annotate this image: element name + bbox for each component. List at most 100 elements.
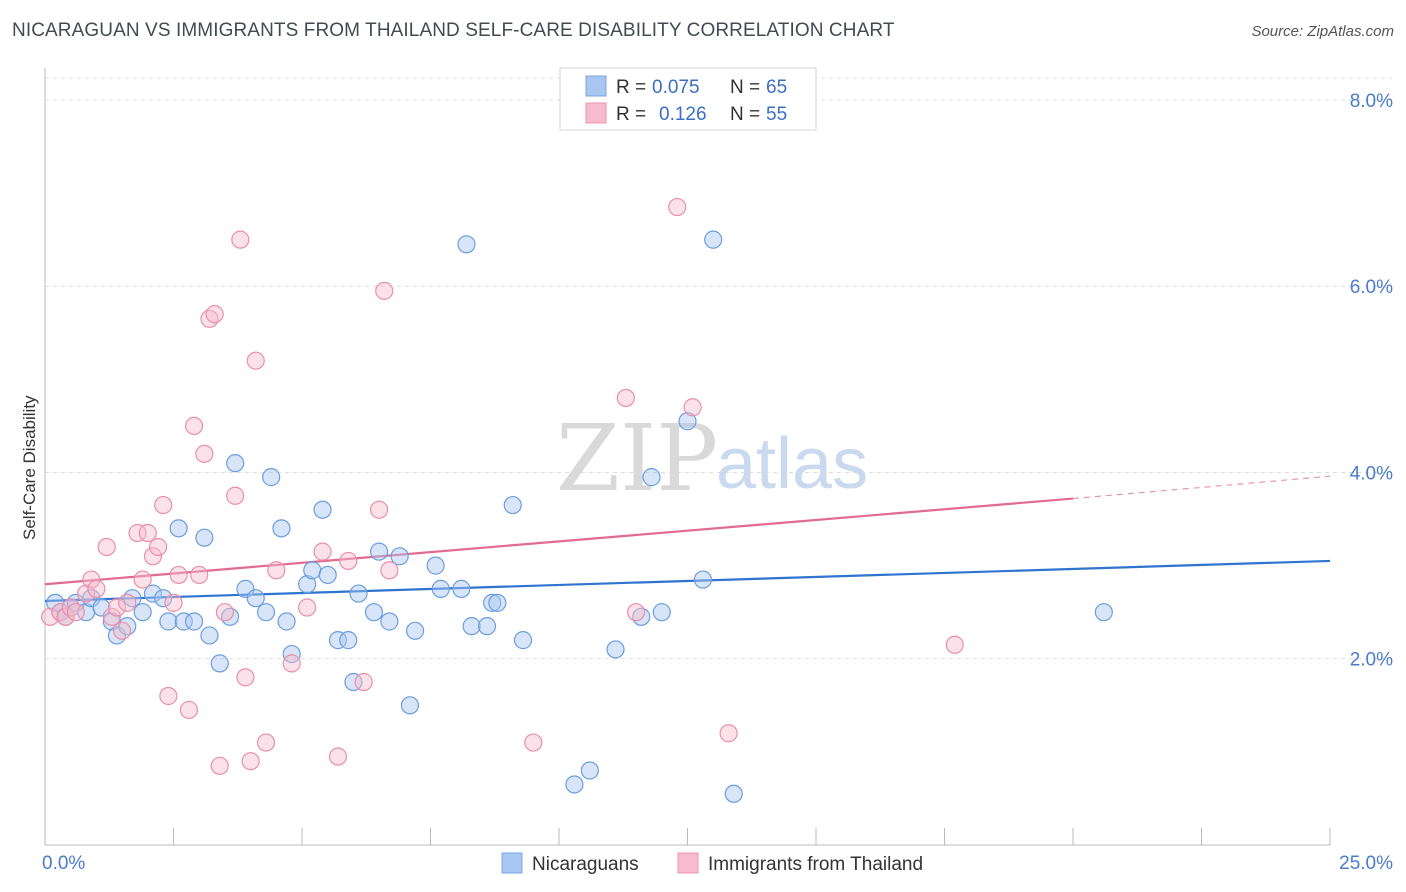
nicaraguan-point [277, 612, 296, 631]
x-tick-label: 0.0% [42, 853, 85, 874]
nicaraguan-point [405, 621, 425, 640]
thailand-point [313, 542, 332, 561]
nicaraguan-point [390, 547, 409, 566]
legend-swatch-thailand [585, 102, 607, 124]
nicaraguan-point [154, 589, 173, 608]
nicaraguan-point [364, 603, 384, 622]
legend-label-nicaraguans: Nicaraguans [532, 854, 639, 875]
nicaraguan-point [344, 672, 363, 692]
thailand-point [215, 603, 234, 622]
nicaraguan-point [184, 612, 204, 631]
thailand-point [226, 486, 245, 505]
nicaraguan-point [303, 561, 322, 580]
x-tick-labels: 0.0% 25.0% [42, 853, 1393, 874]
nicaraguan-point [246, 589, 265, 608]
thailand-point [375, 281, 394, 300]
y-tick-label: 2.0% [1350, 650, 1393, 671]
thailand-point [246, 351, 265, 370]
watermark-atlas: atlas [716, 424, 868, 504]
thailand-point [138, 523, 157, 543]
legend-r-label: R = [616, 77, 646, 98]
legend-swatch-nicaraguans [585, 75, 607, 97]
watermark-zip: ZIP [556, 405, 718, 512]
legend-label-thailand: Immigrants from Thailand [708, 854, 923, 875]
nicaraguan-point [652, 603, 671, 622]
nicaraguan-point [488, 593, 507, 612]
thailand-point [282, 654, 301, 673]
legend-swatch-nicaraguans [501, 852, 523, 874]
thailand-point [683, 398, 702, 417]
thailand-trend-line [44, 497, 1074, 586]
thailand-point [328, 747, 348, 766]
thailand-point [102, 607, 121, 626]
thailand-trend-extension [1072, 475, 1331, 500]
nicaraguan-point [606, 640, 625, 659]
nicaraguan-point [370, 542, 389, 561]
nicaraguan-point [349, 584, 368, 603]
thailand-point [148, 537, 168, 557]
nicaraguan-point [236, 579, 255, 598]
nicaraguan-point [380, 612, 399, 631]
thailand-point [195, 444, 214, 463]
nicaraguan-point [210, 654, 229, 673]
thailand-point [77, 584, 96, 603]
nicaraguan-point [477, 617, 497, 636]
y-tick-labels: 2.0% 4.0% 6.0% 8.0% [1350, 91, 1393, 671]
thailand-point [241, 752, 260, 771]
thailand-point [184, 416, 204, 436]
nicaraguan-point [195, 528, 214, 547]
thailand-point [107, 598, 127, 617]
nicaraguan-point [462, 617, 481, 636]
y-tick-label: 8.0% [1350, 91, 1393, 112]
thailand-point [154, 495, 173, 515]
chart-source: Source: ZipAtlas.com [1251, 23, 1394, 40]
thailand-point [231, 230, 250, 249]
y-axis-title: Self-Care Disability [20, 395, 39, 540]
nicaraguan-point [318, 565, 337, 585]
thailand-point [169, 565, 188, 585]
thailand-point [66, 603, 85, 622]
thailand-point [118, 593, 137, 612]
thailand-point [256, 733, 276, 752]
thailand-point [668, 197, 687, 217]
axes [44, 68, 1331, 846]
thailand-point [205, 305, 224, 324]
nicaraguan-point [400, 696, 420, 715]
legend-r-label: R = [616, 104, 646, 125]
nicaraguan-point [143, 584, 163, 603]
legend-swatch-thailand [677, 852, 699, 874]
nicaraguan-point [169, 519, 188, 538]
thailand-point [82, 570, 101, 589]
nicaraguan-point [92, 598, 111, 617]
nicaraguan-point [159, 612, 178, 631]
thailand-point [626, 603, 646, 622]
nicaraguan-point [426, 556, 445, 575]
thailand-point [133, 570, 152, 589]
nicaraguan-point [704, 230, 723, 249]
thailand-point [179, 700, 199, 720]
nicaraguan-point [678, 412, 697, 431]
thailand-point [298, 598, 317, 617]
legend-n-value: 55 [766, 104, 787, 125]
y-tick-label: 6.0% [1350, 277, 1393, 298]
legend-r-value: 0.126 [659, 104, 707, 125]
nicaraguan-point [174, 612, 193, 631]
thailand-point [159, 686, 178, 706]
nicaraguan-point [452, 579, 471, 598]
thailand-point [112, 621, 132, 640]
nicaraguan-point [133, 603, 152, 622]
nicaraguan-point [328, 631, 348, 650]
thailand-point [210, 756, 229, 775]
thailand-point [380, 561, 399, 580]
legend-n-label: N = [730, 77, 760, 98]
nicaraguan-point [580, 761, 599, 780]
thailand-point [56, 607, 75, 626]
nicaraguan-trend-line [44, 559, 1331, 603]
nicaraguan-point [431, 579, 450, 598]
legend-n-value: 65 [766, 77, 787, 98]
thailand-point [97, 537, 116, 557]
data-points [41, 197, 1113, 803]
nicaraguan-point [262, 468, 281, 487]
nicaraguan-point [298, 575, 317, 594]
